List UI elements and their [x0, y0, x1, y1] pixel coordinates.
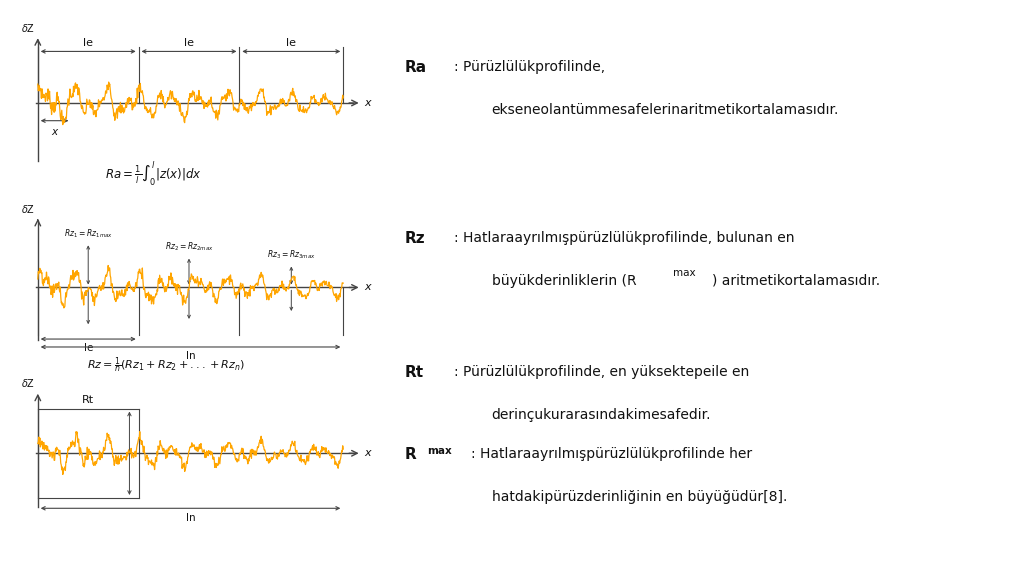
Text: le: le: [84, 343, 93, 353]
Text: : Hatlaraayrılmışpürüzlülükprofilinde, bulunan en: : Hatlaraayrılmışpürüzlülükprofilinde, b…: [454, 231, 795, 245]
Text: : Pürüzlülükprofilinde,: : Pürüzlülükprofilinde,: [454, 60, 605, 74]
Text: x: x: [51, 127, 57, 137]
Text: $Rz_1=Rz_{1max}$: $Rz_1=Rz_{1max}$: [63, 227, 113, 240]
Text: : Hatlaraayrılmışpürüzlülükprofilinde her: : Hatlaraayrılmışpürüzlülükprofilinde he…: [471, 447, 753, 462]
Text: Ra: Ra: [404, 60, 427, 75]
Text: ln: ln: [185, 351, 196, 361]
Text: $Rz_3=Rz_{3max}$: $Rz_3=Rz_{3max}$: [267, 249, 315, 261]
Text: Rt: Rt: [82, 395, 94, 405]
Text: x: x: [365, 98, 372, 108]
Text: hatdakipürüzderinliğinin en büyüğüdür[8].: hatdakipürüzderinliğinin en büyüğüdür[8]…: [492, 490, 786, 504]
Text: ekseneolantümmesafelerinaritmetikortalamasıdır.: ekseneolantümmesafelerinaritmetikortalam…: [492, 103, 839, 117]
Text: $Ra = \frac{1}{l}\int_0^{l}|z(x)|dx$: $Ra = \frac{1}{l}\int_0^{l}|z(x)|dx$: [105, 160, 203, 188]
Text: derinçukurarasındakimesafedir.: derinçukurarasındakimesafedir.: [492, 408, 711, 422]
Text: büyükderinliklerin (R: büyükderinliklerin (R: [492, 274, 636, 288]
Text: x: x: [365, 448, 372, 458]
Text: R: R: [404, 447, 416, 462]
Text: le: le: [287, 38, 296, 47]
Text: ) aritmetikortalamasıdır.: ) aritmetikortalamasıdır.: [712, 274, 880, 288]
Text: le: le: [184, 38, 194, 47]
Text: le: le: [83, 38, 93, 47]
Text: : Pürüzlülükprofilinde, en yüksektepeile en: : Pürüzlülükprofilinde, en yüksektepeile…: [454, 365, 749, 379]
Text: $\delta$Z: $\delta$Z: [20, 203, 35, 215]
Text: max: max: [673, 268, 695, 278]
Text: $Rz_2=Rz_{2max}$: $Rz_2=Rz_{2max}$: [165, 241, 213, 253]
Text: Rz: Rz: [404, 231, 425, 246]
Text: Rt: Rt: [404, 365, 424, 380]
Text: max: max: [427, 446, 452, 457]
Text: $\delta$Z: $\delta$Z: [20, 22, 35, 34]
Text: $Rz = \frac{1}{n}(Rz_1+Rz_2+...+Rz_n)$: $Rz = \frac{1}{n}(Rz_1+Rz_2+...+Rz_n)$: [87, 356, 245, 376]
Text: ln: ln: [185, 513, 196, 523]
Text: x: x: [365, 283, 372, 292]
Text: $\delta$Z: $\delta$Z: [20, 377, 35, 389]
